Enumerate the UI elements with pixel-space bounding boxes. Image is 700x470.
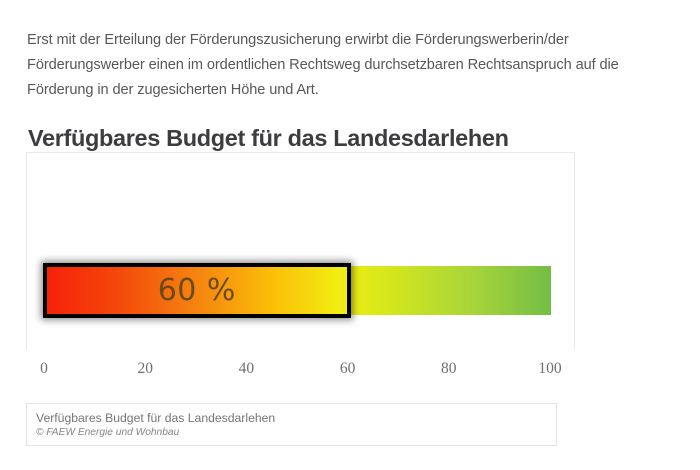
figure-caption-title: Verfügbares Budget für das Landesdarlehe… xyxy=(36,411,276,425)
x-axis-tick-60: 60 xyxy=(339,360,356,377)
x-axis-tick-0: 0 xyxy=(40,360,48,377)
x-axis-tick-100: 100 xyxy=(538,360,562,377)
gauge-gradient-bar xyxy=(45,266,551,315)
x-axis-tick-40: 40 xyxy=(238,360,255,377)
chart-plot-area: 60 % xyxy=(26,152,575,350)
figure-caption-box: Verfügbares Budget für das Landesdarlehe… xyxy=(26,403,557,446)
figure-caption-credit: © FAEW Energie und Wohnbau xyxy=(36,427,180,438)
chart-title: Verfügbares Budget für das Landesdarlehe… xyxy=(28,124,509,151)
x-axis-tick-80: 80 xyxy=(441,360,457,377)
gauge-bar-container: 60 % xyxy=(43,263,551,318)
x-axis-tick-labels: 0 20 40 60 80 100 xyxy=(26,360,575,382)
x-axis-tick-20: 20 xyxy=(137,360,153,377)
intro-paragraph: Erst mit der Erteilung der Förderungszus… xyxy=(27,31,619,98)
